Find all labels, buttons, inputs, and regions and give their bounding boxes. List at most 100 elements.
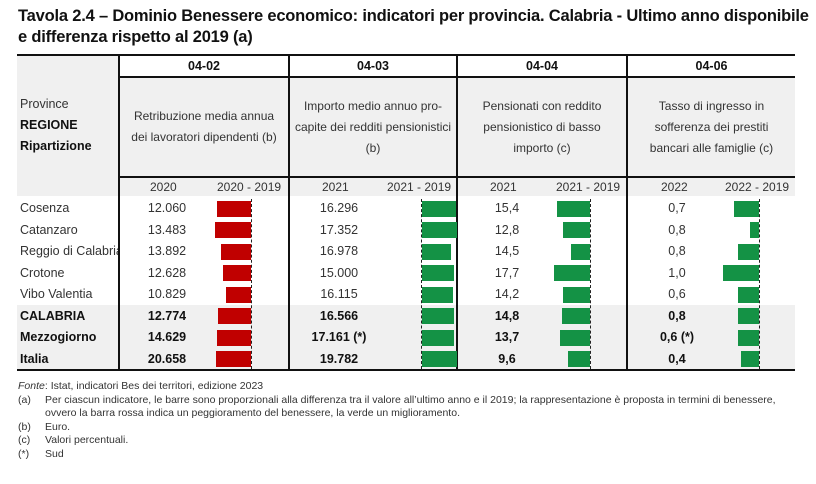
difference-bar bbox=[562, 308, 590, 324]
difference-bar bbox=[738, 329, 759, 346]
row-name: CALABRIA bbox=[20, 308, 86, 323]
footnotes: Fonte: Istat, indicatori Bes dei territo… bbox=[18, 380, 808, 461]
row-name: Crotone bbox=[20, 265, 65, 280]
source-text: : Istat, indicatori Bes dei territori, e… bbox=[44, 380, 264, 392]
difference-bar bbox=[422, 308, 454, 324]
bar-baseline bbox=[251, 199, 252, 369]
value-cell: 16.296 bbox=[319, 201, 359, 215]
indicator-table: Province REGIONE Ripartizione 04-02 04-0… bbox=[17, 54, 795, 371]
value-cell: 19.782 bbox=[319, 351, 359, 366]
value-cell: 13,7 bbox=[494, 330, 520, 344]
row-name: Vibo Valentia bbox=[20, 287, 93, 301]
value-cell: 0,8 bbox=[668, 308, 686, 323]
difference-bar bbox=[563, 222, 590, 238]
difference-bar bbox=[216, 351, 251, 367]
footnote-text: Sud bbox=[45, 447, 64, 460]
difference-bar bbox=[422, 200, 456, 217]
difference-bar bbox=[422, 329, 454, 346]
value-cell: 14,8 bbox=[494, 308, 520, 323]
diff-label-04-03: 2021 - 2019 bbox=[387, 180, 452, 194]
title-line-1: Tavola 2.4 – Dominio Benessere economico… bbox=[18, 7, 809, 25]
footnote-b: (b) Euro. bbox=[18, 421, 808, 435]
difference-bar bbox=[215, 222, 251, 238]
value-cell: 15.000 bbox=[319, 265, 359, 280]
difference-bar bbox=[422, 351, 457, 367]
value-cell: 12,8 bbox=[494, 222, 520, 237]
row-name: Mezzogiorno bbox=[20, 330, 97, 344]
row-name: Catanzaro bbox=[20, 222, 78, 237]
value-cell: 0,4 bbox=[668, 351, 686, 366]
footnote-c: (c) Valori percentuali. bbox=[18, 434, 808, 448]
footnote-key: (c) bbox=[18, 434, 31, 446]
difference-bar bbox=[554, 265, 590, 281]
value-cell: 1,0 bbox=[668, 265, 686, 280]
value-cell: 14,5 bbox=[494, 244, 520, 258]
column-divider bbox=[456, 54, 458, 371]
difference-bar bbox=[226, 286, 251, 303]
bar-baseline bbox=[421, 199, 422, 369]
column-divider bbox=[288, 54, 290, 371]
difference-bar bbox=[741, 351, 759, 367]
group-code-04-06: 04-06 bbox=[695, 59, 728, 73]
description-04-02: Retribuzione media annua dei lavoratori … bbox=[131, 109, 277, 144]
difference-bar bbox=[557, 200, 590, 217]
year-04-02: 2020 bbox=[150, 180, 177, 194]
description-04-04: Pensionati con reddito pensionistico di … bbox=[482, 98, 602, 155]
row-label-header: Province REGIONE Ripartizione bbox=[20, 94, 92, 157]
value-cell: 10.829 bbox=[147, 287, 187, 301]
aggregate-rows-bg bbox=[17, 305, 795, 369]
footnote-text: Valori percentuali. bbox=[45, 434, 129, 446]
title-line-2: e differenza rispetto al 2019 (a) bbox=[18, 28, 253, 46]
difference-bar bbox=[422, 265, 454, 281]
row-name: Cosenza bbox=[20, 201, 70, 215]
value-cell: 16.978 bbox=[319, 244, 359, 258]
value-cell: 20.658 bbox=[147, 351, 187, 366]
difference-bar bbox=[217, 329, 251, 346]
description-04-03: Importo medio annuo pro-capite dei reddi… bbox=[294, 98, 452, 155]
footnote-key: (a) bbox=[18, 393, 31, 406]
difference-bar bbox=[734, 200, 759, 217]
group-code-04-04: 04-04 bbox=[526, 59, 558, 73]
value-cell: 14.629 bbox=[147, 330, 187, 344]
value-cell: 13.483 bbox=[147, 222, 187, 237]
footnote-key: (*) bbox=[18, 447, 30, 460]
value-cell: 13.892 bbox=[147, 244, 187, 258]
bar-baseline bbox=[590, 199, 591, 369]
row-label-division: Ripartizione bbox=[20, 139, 92, 153]
table-title: Tavola 2.4 – Dominio Benessere economico… bbox=[18, 6, 809, 48]
value-cell: 15,4 bbox=[494, 201, 520, 215]
difference-bar bbox=[568, 351, 590, 367]
row-label-header-bg bbox=[17, 56, 118, 196]
footnote-key: (b) bbox=[18, 420, 31, 433]
difference-bar bbox=[217, 200, 251, 217]
bar-baseline bbox=[759, 199, 760, 369]
value-cell: 0,7 bbox=[668, 201, 686, 215]
year-04-06: 2022 bbox=[661, 180, 688, 194]
value-cell: 16.115 bbox=[320, 287, 358, 301]
value-cell: 17,7 bbox=[494, 265, 520, 280]
difference-bar bbox=[738, 286, 759, 303]
source-label: Fonte bbox=[18, 380, 45, 392]
column-divider bbox=[118, 54, 120, 371]
footnote-a: (a) Per ciascun indicatore, le barre sono… bbox=[18, 394, 808, 421]
difference-bar bbox=[422, 222, 457, 238]
diff-label-04-06: 2022 - 2019 bbox=[725, 180, 790, 194]
footnote-text: Per ciascun indicatore, le barre sono pr… bbox=[45, 393, 776, 420]
year-04-04: 2021 bbox=[490, 180, 517, 194]
difference-bar bbox=[571, 243, 590, 260]
row-name: Italia bbox=[20, 351, 49, 366]
value-cell: 12.060 bbox=[147, 201, 187, 215]
difference-bar bbox=[221, 243, 251, 260]
footnote-star: (*) Sud bbox=[18, 448, 808, 462]
description-04-06: Tasso di ingresso in sofferenza dei pres… bbox=[649, 98, 774, 155]
value-cell: 12.774 bbox=[147, 308, 187, 323]
year-04-03: 2021 bbox=[322, 180, 349, 194]
table-top-border bbox=[17, 54, 795, 56]
difference-bar bbox=[723, 265, 759, 281]
table-bottom-border bbox=[17, 369, 795, 371]
difference-bar bbox=[223, 265, 251, 281]
value-cell: 14,2 bbox=[494, 287, 520, 301]
row-label-province: Province bbox=[20, 97, 69, 111]
diff-label-04-02: 2020 - 2019 bbox=[217, 180, 282, 194]
value-cell: 17.352 bbox=[319, 222, 359, 237]
